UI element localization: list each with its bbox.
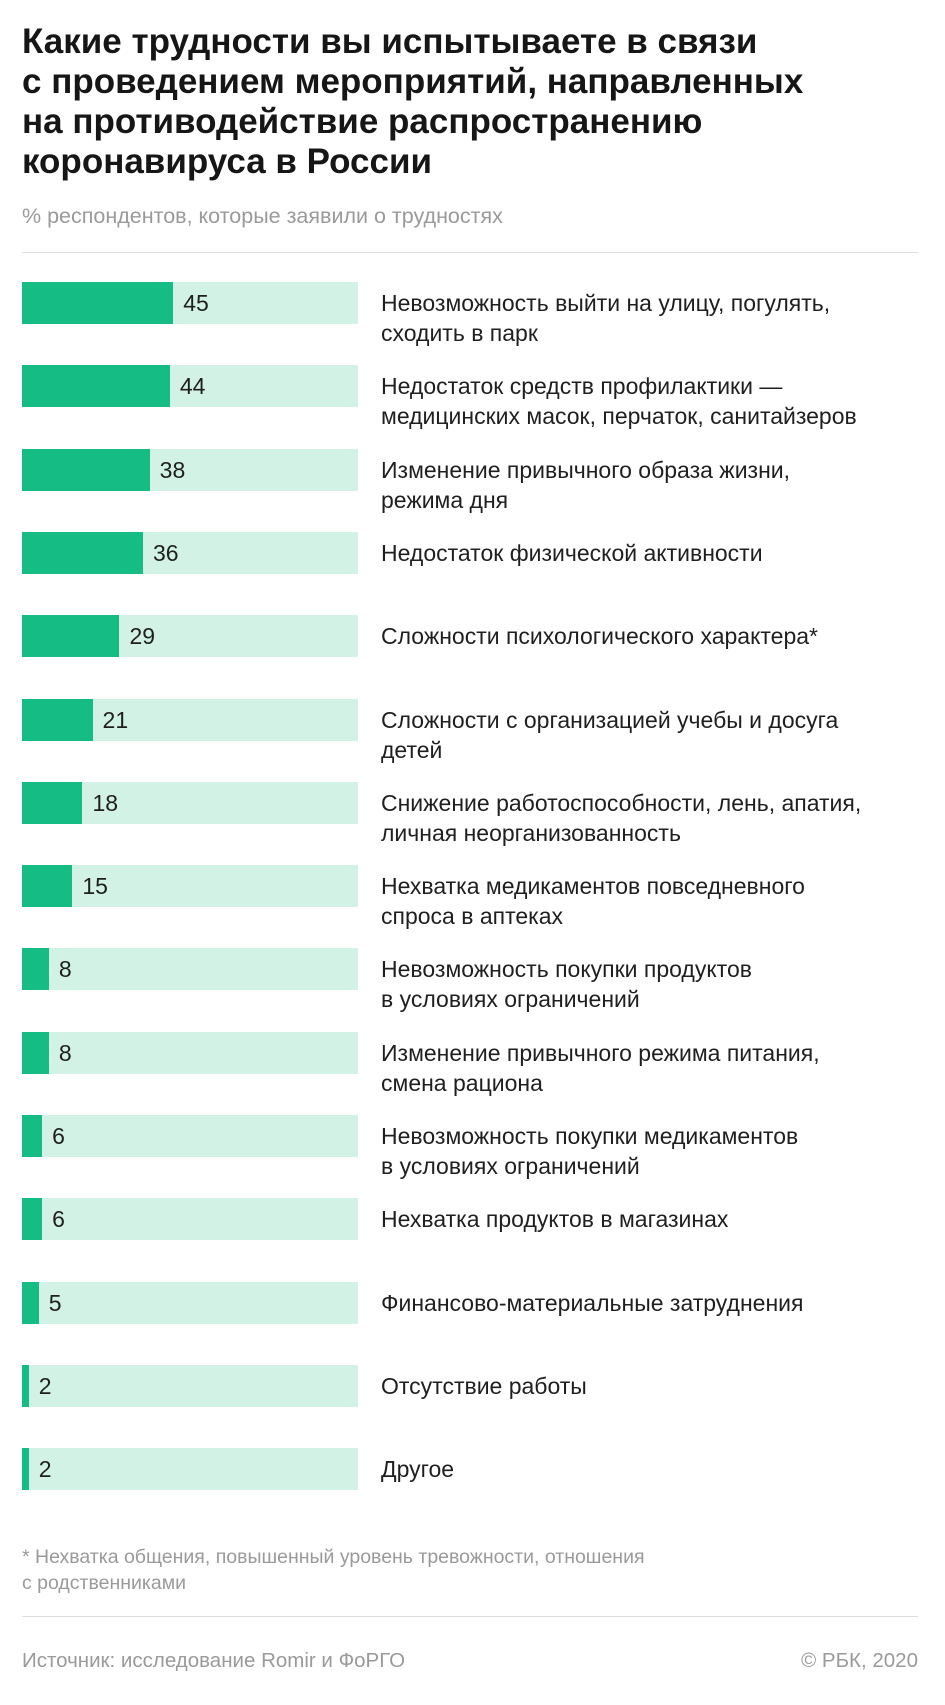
category-label: Недостаток физической активности	[381, 539, 763, 566]
bar-row: 44 Недостаток средств профилактики — меди…	[22, 365, 922, 445]
bar-value-label: 8	[58, 956, 72, 983]
bar-value-label: 38	[159, 456, 186, 483]
bar	[22, 1364, 29, 1407]
bar	[22, 948, 49, 991]
bar-row: 8 Изменение привычного режима питания, см…	[22, 1031, 922, 1112]
bar-row: 36 Недостаток физической активности	[22, 531, 922, 612]
category-label: Невозможность покупки продуктов в услови…	[381, 956, 752, 1013]
bar-row: 6 Нехватка продуктов в магазинах	[22, 1198, 922, 1278]
category-label: Другое	[381, 1456, 455, 1483]
bar-row: 21 Сложности с организацией учебы и досуг…	[22, 698, 922, 779]
bar-track: 6	[22, 1115, 358, 1157]
bar-value-label: 18	[92, 789, 119, 816]
bar-track: 36	[22, 531, 358, 574]
bar-row: 2 Другое	[22, 1448, 922, 1528]
bar-value-label: 6	[52, 1206, 65, 1233]
top-divider	[22, 252, 918, 253]
bar	[22, 781, 83, 824]
bar-value-label: 2	[38, 1456, 52, 1483]
bar-value-label: 21	[102, 706, 129, 733]
category-label: Невозможность выйти на улицу, погулять, …	[381, 290, 831, 346]
bar-value-label: 2	[38, 1372, 52, 1399]
bar-track: 29	[22, 615, 358, 658]
category-label: Сложности с организацией учебы и досуга …	[381, 706, 839, 763]
bar	[22, 448, 150, 491]
category-label: Невозможность покупки медикаментов в усл…	[381, 1123, 799, 1179]
source-note: Источник: исследование Romir и ФоРГО	[22, 1649, 406, 1672]
category-label: Отсутствие работы	[381, 1372, 587, 1399]
bar-value-label: 44	[179, 373, 206, 400]
bar-track: 8	[22, 1031, 358, 1074]
bar	[22, 1115, 43, 1157]
bar-track: 44	[22, 365, 358, 408]
bar-value-label: 45	[183, 290, 209, 316]
bar-track: 2	[22, 1364, 358, 1407]
bar-value-label: 36	[152, 539, 179, 566]
category-label: Финансово-материальные затруднения	[381, 1289, 804, 1316]
bar	[22, 1448, 29, 1491]
bar-value-label: 29	[129, 623, 156, 650]
category-label: Нехватка продуктов в магазинах	[381, 1206, 729, 1233]
chart-title: Какие трудности вы испытываете в связи с…	[22, 22, 804, 181]
bar	[22, 865, 73, 908]
bar-value-label: 5	[48, 1289, 62, 1316]
bar	[22, 365, 170, 408]
bar-row: 6 Невозможность покупки медикаментов в ус…	[22, 1115, 922, 1195]
bar	[22, 615, 120, 658]
bar-value-label: 8	[58, 1039, 72, 1066]
bar-row: 38 Изменение привычного образа жизни, реж…	[22, 448, 922, 529]
bar-track: 45	[22, 282, 358, 324]
bar-row: 15 Нехватка медикаментов повседневного сп…	[22, 865, 922, 945]
bar	[22, 282, 174, 324]
chart-subtitle: % респондентов, которые заявили о трудно…	[22, 204, 503, 228]
category-label: Сложности психологического характера*	[381, 623, 818, 650]
bar-row: 18 Снижение работоспособности, лень, апат…	[22, 781, 922, 862]
bar-track: 2	[22, 1448, 358, 1491]
category-label: Снижение работоспособности, лень, апатия…	[381, 789, 862, 846]
bar	[22, 531, 143, 574]
bar-track: 5	[22, 1281, 358, 1324]
bar-row: 45 Невозможность выйти на улицу, погулять…	[22, 282, 922, 362]
bar-value-label: 6	[52, 1123, 65, 1149]
bar-chart: 45 Невозможность выйти на улицу, погулять…	[22, 282, 922, 1528]
bar-track: 6	[22, 1198, 358, 1241]
category-label: Изменение привычного режима питания, сме…	[381, 1039, 820, 1096]
bar-track: 8	[22, 948, 358, 991]
bar	[22, 698, 93, 741]
bar	[22, 1031, 49, 1074]
bar-row: 29 Сложности психологического характера*	[22, 615, 922, 695]
bottom-divider	[22, 1616, 918, 1617]
copyright: © РБК, 2020	[801, 1649, 918, 1672]
category-label: Изменение привычного образа жизни, режим…	[381, 456, 791, 513]
bar-row: 5 Финансово-материальные затруднения	[22, 1281, 922, 1362]
category-label: Недостаток средств профилактики — медици…	[381, 373, 857, 430]
bar	[22, 1198, 43, 1241]
bar-track: 15	[22, 865, 358, 908]
bar-track: 18	[22, 781, 358, 824]
bar	[22, 1281, 39, 1324]
bar-track: 21	[22, 698, 358, 741]
bar-value-label: 15	[82, 873, 108, 900]
category-label: Нехватка медикаментов повседневного спро…	[381, 873, 805, 930]
bar-row: 2 Отсутствие работы	[22, 1364, 922, 1445]
bar-track: 38	[22, 448, 358, 491]
bar-row: 8 Невозможность покупки продуктов в услов…	[22, 948, 922, 1028]
footnote: * Нехватка общения, повышенный уровень т…	[22, 1546, 645, 1594]
